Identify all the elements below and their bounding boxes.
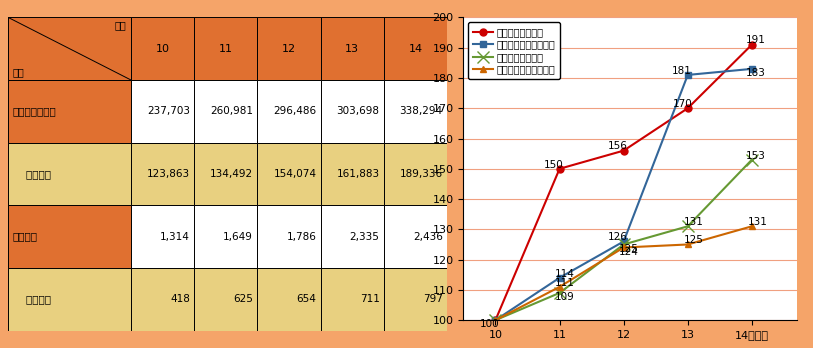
Text: 111: 111: [555, 278, 575, 288]
Text: 181: 181: [672, 66, 692, 76]
Bar: [8, 80, 131, 143]
Text: 年次: 年次: [115, 21, 127, 31]
Text: 131: 131: [747, 217, 767, 227]
Text: 124: 124: [620, 247, 639, 257]
Text: 1,786: 1,786: [286, 232, 316, 242]
Text: 170: 170: [672, 99, 692, 109]
Bar: [8, 268, 131, 331]
Text: 338,294: 338,294: [400, 106, 443, 116]
Text: 114: 114: [555, 269, 575, 279]
Text: 303,698: 303,698: [337, 106, 380, 116]
Bar: [8, 143, 131, 205]
Bar: [131, 143, 194, 205]
Text: 183: 183: [746, 68, 766, 78]
Bar: [194, 205, 258, 268]
Text: 150: 150: [544, 160, 564, 169]
Bar: [131, 268, 194, 331]
Bar: [194, 80, 258, 143]
Text: 418: 418: [170, 294, 190, 304]
Text: 2,335: 2,335: [350, 232, 380, 242]
Bar: [131, 17, 194, 80]
Text: 125: 125: [620, 244, 639, 254]
Text: 154,074: 154,074: [273, 169, 316, 179]
Bar: [320, 205, 384, 268]
Text: 侵入強盗: 侵入強盗: [12, 232, 37, 242]
Bar: [258, 17, 320, 80]
Bar: [194, 268, 258, 331]
Bar: [194, 17, 258, 80]
Text: 12: 12: [282, 44, 296, 54]
Bar: [320, 268, 384, 331]
Text: 156: 156: [608, 141, 628, 151]
Text: 260,981: 260,981: [210, 106, 253, 116]
Text: 125: 125: [684, 235, 703, 245]
Bar: [194, 143, 258, 205]
Bar: [131, 205, 194, 268]
Text: 109: 109: [555, 292, 575, 302]
Text: 123,863: 123,863: [147, 169, 190, 179]
Text: 10: 10: [155, 44, 170, 54]
Bar: [320, 80, 384, 143]
Text: 711: 711: [359, 294, 380, 304]
Text: 区分: 区分: [12, 67, 24, 77]
Text: 侵入窃盗（件）: 侵入窃盗（件）: [12, 106, 56, 116]
Text: 625: 625: [233, 294, 253, 304]
Text: 153: 153: [746, 151, 766, 160]
Text: 11: 11: [219, 44, 233, 54]
Text: 189,336: 189,336: [400, 169, 443, 179]
Bar: [258, 205, 320, 268]
Text: 1,649: 1,649: [224, 232, 253, 242]
Bar: [8, 17, 131, 80]
Bar: [384, 205, 447, 268]
Text: 191: 191: [746, 35, 766, 46]
Text: 161,883: 161,883: [337, 169, 380, 179]
Text: 2,436: 2,436: [413, 232, 443, 242]
Text: 13: 13: [346, 44, 359, 54]
Text: 797: 797: [423, 294, 443, 304]
Text: 237,703: 237,703: [147, 106, 190, 116]
Legend: 侵入強盗（住宅）, 侵入強盗（住宅以外）, 侵入窃盗（住宅）, 侵入窃盗（住宅以外）: 侵入強盗（住宅）, 侵入強盗（住宅以外）, 侵入窃盗（住宅）, 侵入窃盗（住宅以…: [468, 22, 560, 79]
Bar: [258, 80, 320, 143]
Text: 131: 131: [684, 217, 703, 227]
Text: 134,492: 134,492: [210, 169, 253, 179]
Bar: [131, 80, 194, 143]
Text: 126: 126: [608, 232, 628, 242]
Text: うち住宅: うち住宅: [12, 169, 50, 179]
Text: うち住宅: うち住宅: [12, 294, 50, 304]
Bar: [384, 143, 447, 205]
Bar: [384, 17, 447, 80]
Bar: [384, 80, 447, 143]
Bar: [258, 268, 320, 331]
Text: 654: 654: [297, 294, 316, 304]
Text: 296,486: 296,486: [273, 106, 316, 116]
Bar: [320, 143, 384, 205]
Bar: [8, 205, 131, 268]
Text: 100: 100: [480, 319, 500, 329]
Bar: [320, 17, 384, 80]
Text: 1,314: 1,314: [160, 232, 190, 242]
Bar: [384, 268, 447, 331]
Bar: [258, 143, 320, 205]
Text: 14: 14: [408, 44, 423, 54]
